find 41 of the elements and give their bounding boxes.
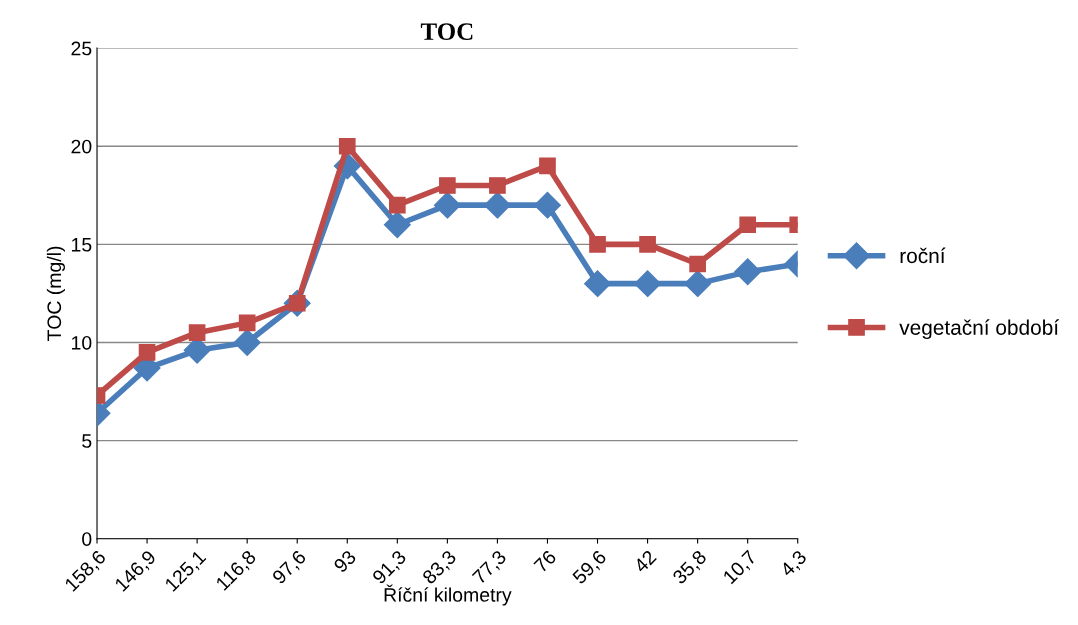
x-tick-label: 83,3 xyxy=(421,549,459,587)
legend-label: vegetační období xyxy=(899,319,1059,340)
x-tick-label: 76 xyxy=(533,549,557,574)
y-tick-label: 25 xyxy=(71,41,92,56)
y-axis-title: TOC (mg/l) xyxy=(46,246,65,341)
x-tick-label: 42 xyxy=(632,549,657,574)
point xyxy=(589,236,606,253)
x-tick-label: 93 xyxy=(332,549,357,574)
point xyxy=(534,191,561,219)
point xyxy=(739,216,757,234)
y-tick-label: 5 xyxy=(82,434,92,448)
y-tick-label: 0 xyxy=(82,532,92,546)
point xyxy=(338,137,356,155)
x-tick-label: 77,3 xyxy=(471,549,509,587)
point xyxy=(388,196,406,214)
point xyxy=(584,270,611,298)
point xyxy=(238,314,256,332)
x-axis-title: Říční kilometry xyxy=(384,584,512,606)
y-tick-label: 15 xyxy=(72,238,92,252)
point xyxy=(734,258,762,286)
point xyxy=(539,157,556,175)
point xyxy=(188,324,206,342)
point xyxy=(634,270,662,298)
point xyxy=(433,191,461,219)
point xyxy=(233,329,261,356)
point xyxy=(489,177,506,194)
y-tick-label: 10 xyxy=(72,335,92,350)
y-tick-label: 20 xyxy=(71,139,92,154)
point xyxy=(689,255,706,273)
chart-title: TOC xyxy=(420,23,473,41)
x-tick-label: 59,6 xyxy=(571,549,609,587)
x-tick-label: 97,6 xyxy=(271,549,309,587)
point xyxy=(138,343,156,361)
point xyxy=(439,177,456,194)
x-tick-label: 35,8 xyxy=(671,549,709,587)
point xyxy=(639,236,656,253)
legend-label: roční xyxy=(900,247,946,264)
point xyxy=(383,211,411,239)
point xyxy=(483,191,511,219)
point xyxy=(684,270,712,298)
x-tick-label: 4,3 xyxy=(779,549,809,579)
